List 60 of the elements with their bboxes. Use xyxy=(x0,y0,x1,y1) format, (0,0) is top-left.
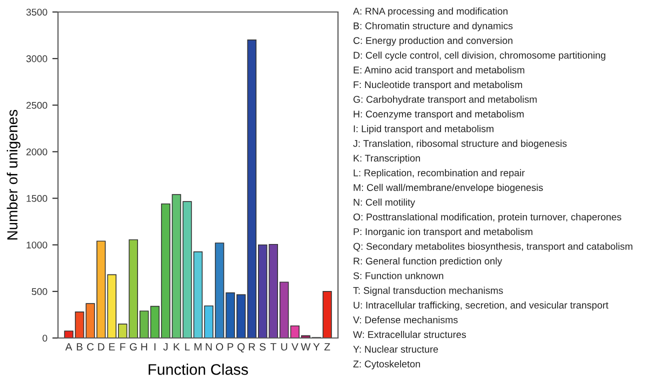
x-tick-label: M xyxy=(194,343,202,350)
text: V: Defense mechanisms xyxy=(353,316,458,324)
x-tick-label: V xyxy=(291,343,298,350)
text: T: Signal transduction mechanisms xyxy=(353,286,503,296)
text: U: Intracellular trafficking, secretion, and vesicular transport xyxy=(354,301,608,311)
text: E: Amino acid transport and metabolism xyxy=(354,66,524,76)
text: R: General function prediction only xyxy=(354,257,502,266)
y-tick-label: 2500 xyxy=(26,102,48,109)
x-axis-title: Function Class xyxy=(148,364,248,375)
x-tick-label: W xyxy=(300,343,311,350)
x-tick-label: P xyxy=(228,343,234,350)
text: Z: Cytoskeleton xyxy=(353,360,420,370)
text: O: Posttranslational modification, protein turnover, chaperones xyxy=(353,213,622,222)
text: J: Translation, ribosomal structure and biogenesis xyxy=(353,140,567,149)
y-tick-label: 3000 xyxy=(26,55,48,62)
text: N: Cell motility xyxy=(354,198,416,208)
text: K: Transcription xyxy=(354,154,420,164)
x-tick-label: Q xyxy=(238,343,245,352)
x-tick-label: N xyxy=(206,343,212,350)
text: D: Cell cycle control, cell division, chromosome partitioning xyxy=(354,52,606,61)
text: Q: Secondary metabolites biosynthesis, transport and catabolism xyxy=(353,242,632,252)
text: M: Cell wall/membrane/envelope biogenesis xyxy=(354,184,543,193)
x-tick-label: L xyxy=(185,343,190,350)
text: G: Carbohydrate transport and metabolism xyxy=(353,96,537,105)
text: W: Extracellular structures xyxy=(353,330,466,338)
x-tick-label: H xyxy=(141,343,148,350)
text: A: RNA processing and modification xyxy=(353,7,508,17)
text: Y: Nuclear structure xyxy=(353,346,438,353)
y-axis-title: Number of unigenes xyxy=(6,110,20,240)
y-tick-label: 2000 xyxy=(26,148,48,156)
x-tick-label: K xyxy=(174,343,180,350)
x-tick-label: J xyxy=(163,343,168,351)
text: P: Inorganic ion transport and metabolism xyxy=(354,228,532,238)
text: I: Lipid transport and metabolism xyxy=(354,125,494,134)
text: H: Coenzyme transport and metabolism xyxy=(354,110,524,120)
x-tick-label: F xyxy=(120,343,126,350)
text: B: Chromatin structure and dynamics xyxy=(354,22,513,32)
x-tick-label: Z xyxy=(324,343,330,350)
text: L: Replication, recombination and repair xyxy=(354,169,525,178)
x-tick-label: Y xyxy=(313,343,320,350)
x-tick-label: G xyxy=(130,343,137,351)
x-tick-label: A xyxy=(65,343,72,350)
x-tick-label: U xyxy=(281,343,288,351)
x-tick-label: I xyxy=(154,343,156,350)
x-tick-label: D xyxy=(98,343,104,350)
x-tick-label: T xyxy=(270,343,276,350)
y-tick-label: 1500 xyxy=(26,195,48,202)
x-tick-label: B xyxy=(76,343,82,350)
text: F: Nucleotide transport and metabolism xyxy=(354,80,522,90)
y-tick-label: 3500 xyxy=(26,8,48,16)
y-tick-label: 500 xyxy=(32,288,48,296)
text: S: Function unknown xyxy=(353,272,444,280)
y-tick-label: 0 xyxy=(42,334,48,342)
x-tick-label: E xyxy=(109,343,115,350)
x-tick-label: S xyxy=(260,343,266,351)
y-tick-label: 1000 xyxy=(26,242,48,248)
x-tick-label: C xyxy=(87,343,94,351)
text: C: Energy production and conversion xyxy=(353,36,512,46)
x-tick-label: R xyxy=(248,343,256,350)
x-tick-label: O xyxy=(216,343,224,351)
